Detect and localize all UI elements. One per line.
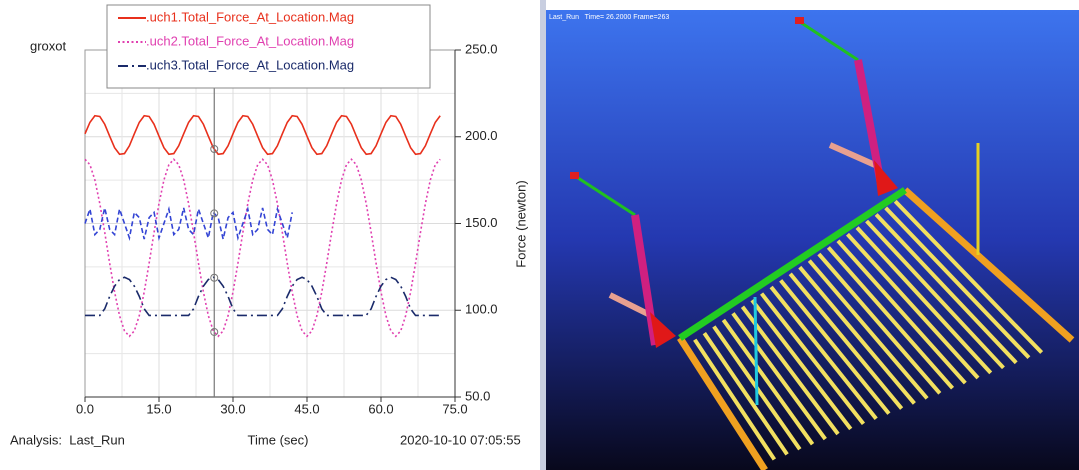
crossbar bbox=[678, 187, 907, 341]
viewport-caption: Last_Run Time= 26.2000 Frame=263 bbox=[549, 14, 669, 21]
post bbox=[631, 214, 659, 346]
mechanism-model bbox=[570, 17, 1075, 470]
x-tick-label: 75.0 bbox=[442, 401, 467, 416]
end-block bbox=[795, 17, 804, 24]
slat bbox=[760, 292, 866, 426]
slat bbox=[798, 265, 916, 405]
rail bbox=[902, 187, 1075, 343]
rod bbox=[753, 296, 759, 406]
legend-label: .uch1.Total_Force_At_Location.Mag bbox=[146, 9, 354, 24]
x-tick-label: 30.0 bbox=[220, 401, 245, 416]
slat bbox=[865, 219, 1005, 370]
arm bbox=[574, 174, 636, 217]
cursor-marker bbox=[210, 144, 219, 153]
y-tick-label: 250.0 bbox=[465, 41, 498, 56]
slat bbox=[893, 199, 1044, 354]
analysis-label: Analysis: Last_Run bbox=[10, 432, 125, 447]
arm bbox=[799, 20, 859, 62]
series-line bbox=[84, 206, 293, 241]
y-tick-label: 100.0 bbox=[465, 302, 498, 317]
cursor-marker bbox=[210, 327, 219, 336]
chart-title: groxot bbox=[30, 38, 67, 53]
pin bbox=[608, 292, 652, 318]
pin bbox=[828, 142, 877, 168]
mechanism-top bbox=[678, 187, 907, 406]
slat bbox=[884, 206, 1031, 360]
y-axis-label: Force (newton) bbox=[513, 180, 528, 267]
slat bbox=[750, 298, 853, 431]
rail bbox=[677, 336, 768, 470]
slat bbox=[702, 331, 789, 456]
cursor-marker bbox=[210, 209, 219, 218]
series-line bbox=[84, 114, 441, 156]
y-tick-label: 150.0 bbox=[465, 215, 498, 230]
slat bbox=[807, 259, 929, 400]
x-tick-label: 60.0 bbox=[368, 401, 393, 416]
joint bbox=[874, 160, 898, 196]
plot-area: 50.0 100.0 150.0 200.0 250.0 0.0 15.0 30.0 45.0 6… bbox=[76, 41, 498, 416]
slat bbox=[740, 305, 840, 436]
y-tick-label: 200.0 bbox=[465, 128, 498, 143]
slat bbox=[846, 232, 980, 380]
y-tick-label: 50.0 bbox=[465, 388, 490, 403]
panel-divider bbox=[540, 0, 546, 470]
slat bbox=[779, 279, 891, 415]
x-tick-label: 0.0 bbox=[76, 401, 94, 416]
x-axis-label: Time (sec) bbox=[248, 432, 309, 447]
slat bbox=[769, 285, 878, 420]
slat bbox=[693, 338, 777, 461]
series-line bbox=[85, 276, 441, 317]
x-tick-label: 45.0 bbox=[294, 401, 319, 416]
x-tick-label: 15.0 bbox=[146, 401, 171, 416]
series-line bbox=[84, 158, 441, 338]
legend-label: .uch3.Total_Force_At_Location.Mag bbox=[146, 57, 354, 72]
slat bbox=[817, 252, 942, 395]
slat bbox=[826, 246, 955, 390]
slat bbox=[721, 318, 815, 446]
end-block bbox=[570, 172, 579, 179]
slat bbox=[731, 312, 827, 441]
legend-label: .uch2.Total_Force_At_Location.Mag bbox=[146, 33, 354, 48]
slat bbox=[855, 226, 993, 375]
cursor-marker bbox=[210, 273, 219, 282]
slat bbox=[788, 272, 904, 410]
slat bbox=[874, 213, 1018, 365]
joint bbox=[650, 312, 676, 348]
slat bbox=[836, 239, 967, 385]
timestamp: 2020-10-10 07:05:55 bbox=[400, 432, 521, 447]
legend-box bbox=[106, 4, 431, 89]
